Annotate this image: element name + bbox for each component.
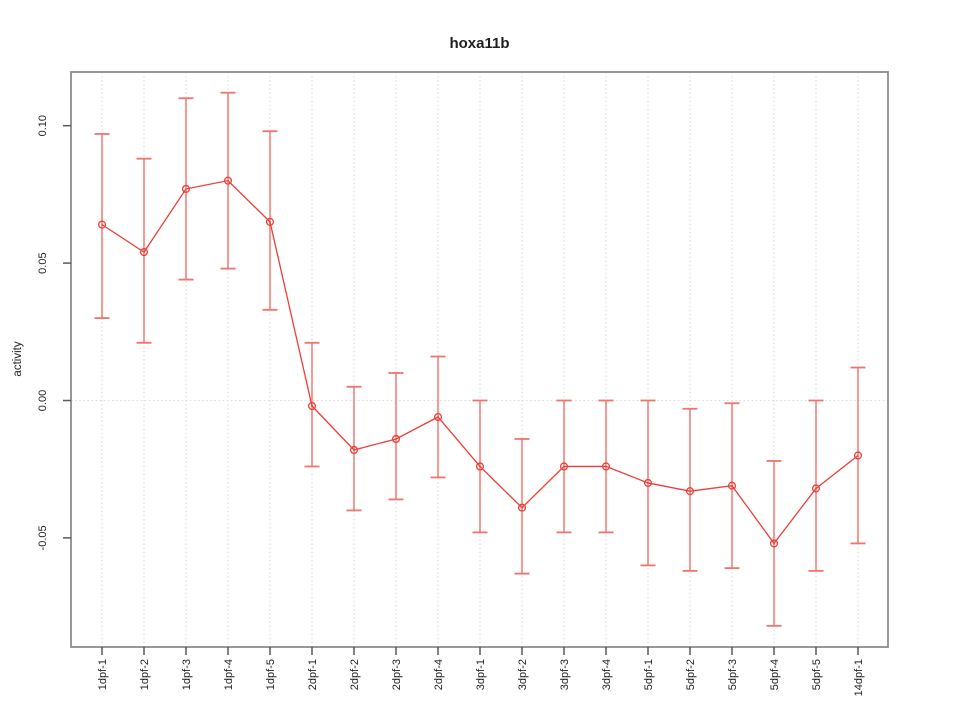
x-tick-label: 1dpf-5 [265, 659, 277, 690]
x-tick-label: 3dpf-1 [475, 659, 487, 690]
x-tick-label: 5dpf-1 [643, 659, 655, 690]
data-point [97, 220, 107, 229]
x-tick-label: 3dpf-3 [559, 659, 571, 690]
x-tick-label: 5dpf-4 [769, 659, 781, 690]
series-line [101, 179, 859, 545]
x-tick-label: 5dpf-3 [727, 659, 739, 690]
y-tick-label: -0.05 [37, 525, 49, 550]
data-point [181, 184, 191, 193]
y-tick-label: 0.10 [37, 115, 49, 136]
data-point [223, 176, 233, 185]
y-axis-label: activity [12, 341, 24, 376]
x-tick-label: 1dpf-1 [97, 659, 109, 690]
data-point [685, 487, 695, 496]
data-point [349, 445, 359, 455]
x-tick-label: 2dpf-4 [433, 659, 445, 690]
x-tick-label: 1dpf-2 [139, 659, 151, 690]
y-tick-label: 0.00 [37, 390, 49, 411]
data-point [307, 401, 317, 411]
x-tick-label: 5dpf-5 [811, 659, 823, 690]
data-point [139, 248, 149, 257]
x-tick-label: 2dpf-3 [391, 659, 403, 690]
x-tick-label: 14dpf-1 [853, 659, 865, 696]
x-tick-label: 2dpf-1 [307, 659, 319, 690]
data-point [601, 462, 611, 471]
gridlines [71, 72, 888, 647]
data-point [727, 481, 737, 490]
chart-title: hoxa11b [449, 35, 509, 52]
data-point [559, 462, 569, 471]
x-tick-label: 3dpf-2 [517, 659, 529, 690]
x-tick-label: 1dpf-4 [223, 659, 235, 690]
data-point [391, 434, 401, 444]
data-point [811, 484, 821, 493]
axes: 1dpf-1 1dpf-2 1dpf-3 1dpf-4 1dpf-5 2dpf-1 2dpf… [37, 71, 889, 696]
x-tick-label: 2dpf-2 [349, 659, 361, 690]
data-point [517, 503, 527, 512]
data-point [475, 462, 485, 471]
y-tick-label: 0.05 [37, 252, 49, 273]
data-point [769, 539, 779, 548]
data-point [643, 478, 653, 487]
x-tick-label: 5dpf-2 [685, 659, 697, 690]
x-tick-label: 1dpf-3 [181, 659, 193, 690]
x-tick-label: 3dpf-4 [601, 659, 613, 690]
data-point [433, 412, 443, 422]
data-point [265, 217, 275, 226]
series [97, 176, 863, 548]
data-point [853, 451, 863, 460]
